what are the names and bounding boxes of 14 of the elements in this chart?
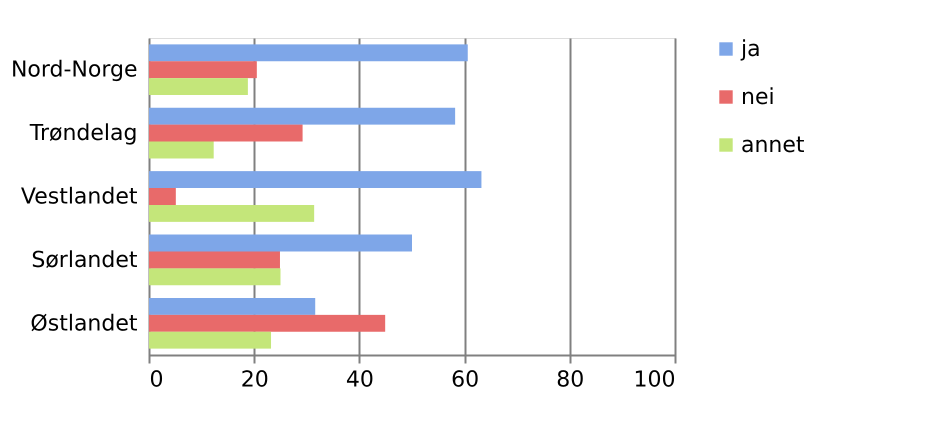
- y-tick-label: Nord-Norge: [10, 58, 138, 83]
- x-tick-label: 60: [451, 368, 480, 392]
- y-tick-label: Trøndelag: [28, 121, 138, 146]
- x-tick-label: 100: [634, 368, 676, 392]
- y-tick-label: Vestlandet: [20, 184, 138, 210]
- x-tick-label: 80: [556, 368, 584, 392]
- y-tick-label: Østlandet: [30, 311, 138, 336]
- legend-label: annet: [741, 133, 805, 158]
- legend-label: nei: [741, 85, 775, 110]
- y-tick-label: Sørlandet: [31, 248, 138, 273]
- x-tick-label: 40: [346, 368, 374, 392]
- legend-label: ja: [740, 37, 761, 62]
- x-tick-label: 0: [150, 368, 164, 392]
- x-tick-label: 20: [240, 368, 269, 392]
